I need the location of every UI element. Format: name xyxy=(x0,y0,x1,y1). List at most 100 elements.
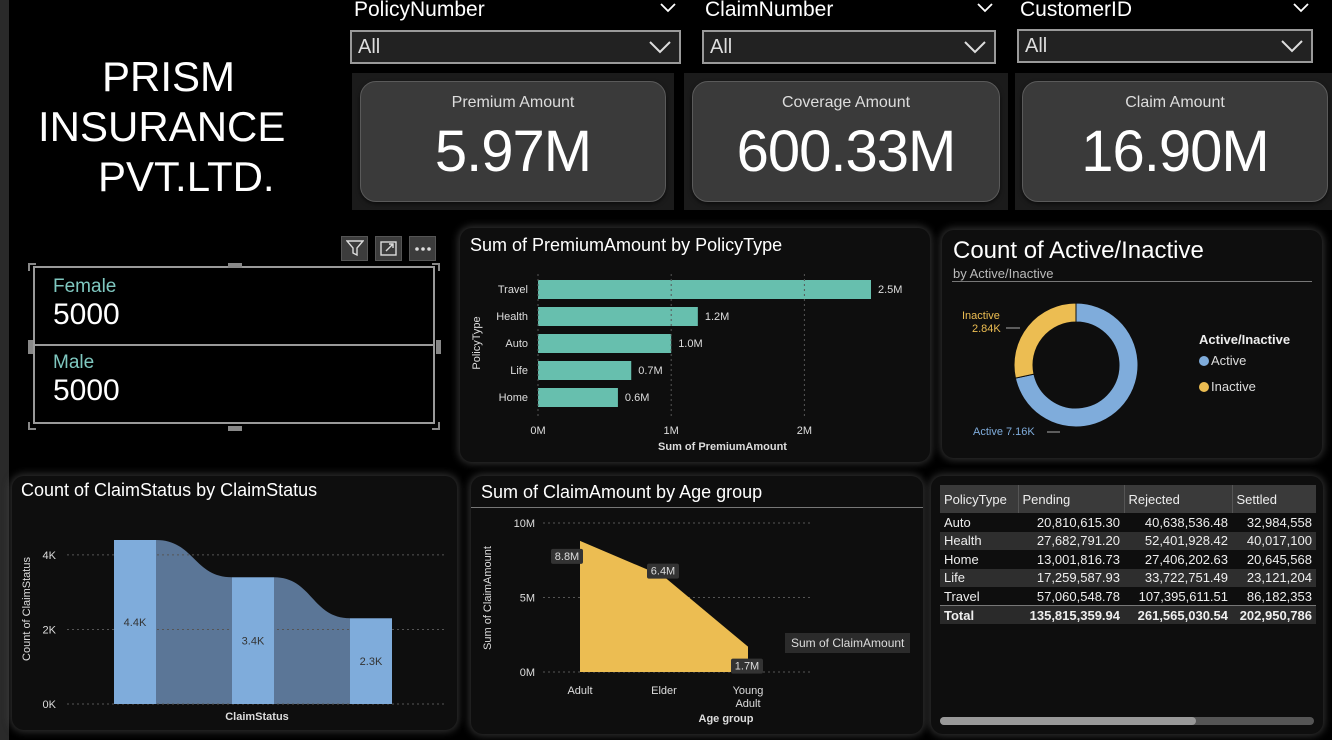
table-row: Auto 20,810,615.30 40,638,536.48 32,984,… xyxy=(940,513,1316,532)
bar xyxy=(114,540,156,704)
y-axis-title: PolicyType xyxy=(471,316,483,369)
legend-item-inactive[interactable]: Inactive xyxy=(1199,379,1256,394)
data-label: 1.0M xyxy=(678,338,702,350)
resize-handle[interactable] xyxy=(28,340,33,354)
ribbon xyxy=(156,540,232,704)
pending-cell: 57,060,548.78 xyxy=(1036,588,1120,604)
focus-mode-icon xyxy=(379,241,397,256)
resize-handle[interactable] xyxy=(28,263,36,271)
matrix-header-row: PolicyType Pending Rejected Settled xyxy=(940,485,1316,513)
policy-number-value: All xyxy=(358,35,381,58)
ribbon xyxy=(274,577,350,704)
resize-handle[interactable] xyxy=(432,263,440,271)
chevron-down-icon xyxy=(964,41,986,54)
premium-by-policytype-panel: Sum of PremiumAmount by PolicyType Trave… xyxy=(460,228,930,462)
bar xyxy=(538,334,672,353)
header-pending[interactable]: Pending xyxy=(1018,485,1125,513)
settled-cell: 20,645,568 xyxy=(1246,551,1312,567)
y-axis-title: Sum of ClaimAmount xyxy=(482,546,494,650)
chevron-down-icon xyxy=(649,41,671,54)
tick-label: 0M xyxy=(530,425,545,437)
header-rejected[interactable]: Rejected xyxy=(1124,485,1233,513)
customer-id-dropdown[interactable]: All xyxy=(1017,29,1313,63)
data-label: 6.4M xyxy=(651,566,675,578)
legend-inactive-label: Inactive xyxy=(1211,379,1256,394)
matrix-viewport: PolicyType Pending Rejected Settled Auto… xyxy=(940,485,1316,624)
row-label: Health xyxy=(940,531,1018,550)
pending-cell: 17,259,587.93 xyxy=(1018,568,1124,587)
data-label-bg xyxy=(551,548,583,564)
legend-item-active[interactable]: Active xyxy=(1199,353,1246,368)
title-divider xyxy=(952,281,1312,282)
tick-label: 0M xyxy=(520,667,535,679)
total-row: Total 135,815,359.94 261,565,030.54 202,… xyxy=(940,605,1316,624)
settled-cell: 40,017,100 xyxy=(1232,531,1316,550)
legend-title: Active/Inactive xyxy=(1199,332,1291,347)
chevron-down-icon[interactable] xyxy=(660,0,676,16)
more-options-button[interactable] xyxy=(409,236,436,261)
resize-handle[interactable] xyxy=(28,422,36,430)
tick-label: 0K xyxy=(43,699,57,711)
tick-label: 2M xyxy=(797,425,812,437)
focus-mode-button[interactable] xyxy=(375,236,402,261)
pending-cell: 20,810,615.30 xyxy=(1036,514,1120,530)
legend-swatch xyxy=(1199,381,1209,392)
horizontal-scrollbar-track[interactable] xyxy=(940,717,1314,725)
category-label: Young Adult xyxy=(733,685,764,710)
x-axis-title: Age group xyxy=(699,713,754,725)
resize-handle[interactable] xyxy=(436,340,441,354)
category-label: Home xyxy=(499,392,528,404)
tick-label: 5M xyxy=(520,593,535,605)
category-label: Auto xyxy=(505,338,528,350)
chevron-down-icon[interactable] xyxy=(1293,0,1309,16)
bar xyxy=(538,388,618,407)
gender-card[interactable]: Female 5000 Male 5000 xyxy=(33,266,435,424)
y-axis-title: Count of ClaimStatus xyxy=(21,557,33,661)
table-row: Home 13,001,816.73 27,406,202.63 20,645,… xyxy=(940,550,1316,569)
header-settled[interactable]: Settled xyxy=(1232,485,1316,513)
company-name: PRISM INSURANCE PVT.LTD. xyxy=(20,52,330,202)
pending-cell: 27,682,791.20 xyxy=(1018,531,1124,550)
resize-handle[interactable] xyxy=(228,426,242,431)
table-row: Health 27,682,791.20 52,401,928.42 40,01… xyxy=(940,531,1316,550)
left-edge-bar xyxy=(0,0,9,740)
brand-line-1: PRISM xyxy=(102,53,236,100)
settled-cell: 23,121,204 xyxy=(1232,568,1316,587)
age-chart-title: Sum of ClaimAmount by Age group xyxy=(481,482,763,502)
category-label-line: Young xyxy=(733,685,764,697)
total-label: Total xyxy=(940,605,1018,624)
rejected-cell: 107,395,611.51 xyxy=(1138,588,1228,604)
claim-number-dropdown[interactable]: All xyxy=(702,30,996,64)
rejected-cell: 40,638,536.48 xyxy=(1144,514,1228,530)
chart-tooltip: Sum of ClaimAmount xyxy=(785,633,911,653)
filter-button[interactable] xyxy=(341,236,368,261)
data-label: 0.7M xyxy=(638,365,662,377)
claim-number-slicer-title: ClaimNumber xyxy=(705,0,834,21)
data-label: 3.4K xyxy=(242,636,265,648)
premium-bar-chart: Travel 2.5M Health 1.2M Auto 1.0M Life 0.7M Home… xyxy=(471,274,902,453)
active-chart-title: Count of Active/Inactive xyxy=(953,237,1204,264)
policy-number-dropdown[interactable]: All xyxy=(350,30,681,64)
brand-line-2: INSURANCE xyxy=(38,103,286,150)
horizontal-scrollbar-thumb[interactable] xyxy=(940,717,1196,725)
resize-handle[interactable] xyxy=(432,422,440,430)
category-label-line: Adult xyxy=(735,698,760,710)
category-label: Health xyxy=(496,311,528,323)
data-label: 2.5M xyxy=(878,284,902,296)
bar xyxy=(538,361,632,380)
data-label-bg xyxy=(731,658,763,674)
filter-icon xyxy=(345,240,364,257)
customer-id-value: All xyxy=(1025,34,1048,57)
data-label: 8.8M xyxy=(555,551,579,563)
chevron-down-icon[interactable] xyxy=(977,0,993,16)
title-divider xyxy=(471,507,923,508)
header-policytype[interactable]: PolicyType xyxy=(940,485,1019,513)
bar xyxy=(538,280,871,299)
table-row: Life 17,259,587.93 33,722,751.49 23,121,… xyxy=(940,568,1316,587)
coverage-amount-value: 600.33M xyxy=(736,119,957,184)
resize-handle[interactable] xyxy=(228,263,242,268)
matrix-panel: PolicyType Pending Rejected Settled Auto… xyxy=(931,476,1323,734)
donut-slice xyxy=(1014,302,1139,428)
female-label: Female xyxy=(53,276,117,297)
brand-line-3: PVT.LTD. xyxy=(98,153,275,200)
